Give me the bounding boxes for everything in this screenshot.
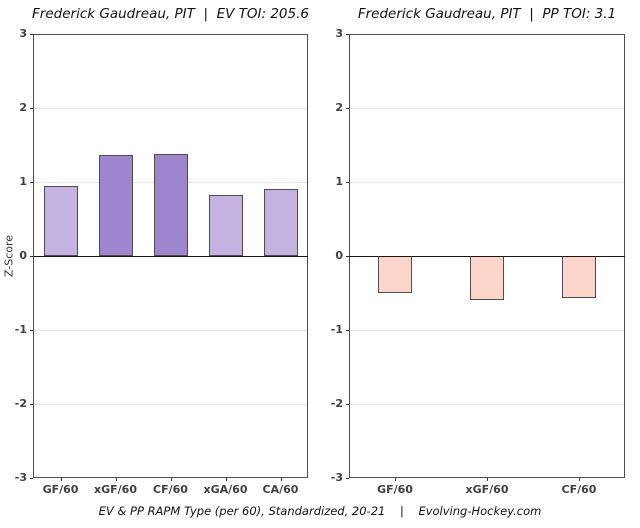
- y-tick-label: -3: [330, 471, 343, 484]
- x-tick-label-xgf-60: xGF/60: [465, 483, 509, 496]
- x-tick-label-cf-60: CF/60: [561, 483, 597, 496]
- y-tick-mark: [346, 34, 349, 35]
- bar-xgf-60: [98, 154, 133, 256]
- y-tick-label: -2: [14, 397, 27, 410]
- y-tick-mark: [346, 330, 349, 331]
- bar-xga-60: [208, 194, 243, 256]
- gridline-y-2: [350, 404, 624, 405]
- zero-line: [33, 256, 308, 257]
- figure-caption: EV & PP RAPM Type (per 60), Standardized…: [98, 504, 542, 518]
- x-tick-mark: [280, 478, 282, 481]
- x-tick-mark: [579, 478, 580, 481]
- x-tick-label-cf-60: CF/60: [153, 483, 188, 496]
- y-tick-mark: [30, 330, 33, 331]
- bar-cf-60: [562, 256, 596, 299]
- y-tick-mark: [30, 404, 33, 405]
- y-tick-mark: [346, 404, 349, 405]
- y-tick-mark: [30, 256, 33, 257]
- x-tick-label-gf-60: GF/60: [42, 483, 79, 496]
- y-tick-mark: [30, 108, 33, 109]
- y-tick-label: 2: [19, 101, 27, 114]
- gridline-y2: [350, 108, 624, 109]
- y-tick-label: -2: [330, 397, 343, 410]
- x-tick-mark: [487, 478, 488, 481]
- gridline-y-2: [34, 404, 307, 405]
- gridline-y-1: [34, 330, 307, 331]
- chart-title-pp: Frederick Gaudreau, PIT | PP TOI: 3.1: [357, 6, 617, 22]
- bar-cf-60: [153, 153, 188, 256]
- y-tick-label: 3: [19, 27, 27, 40]
- gridline-y1: [350, 182, 624, 183]
- y-tick-mark: [346, 478, 349, 479]
- y-tick-label: -1: [14, 323, 27, 336]
- y-tick-mark: [30, 478, 33, 479]
- x-tick-label-gf-60: GF/60: [377, 483, 413, 496]
- gridline-y2: [34, 108, 307, 109]
- x-tick-mark: [60, 478, 62, 481]
- chart-title-ev: Frederick Gaudreau, PIT | EV TOI: 205.6: [32, 6, 309, 22]
- bar-xgf-60: [470, 256, 504, 300]
- x-tick-mark: [225, 478, 227, 481]
- y-tick-label: -1: [330, 323, 343, 336]
- bar-gf-60: [43, 185, 78, 256]
- y-tick-label: 1: [19, 175, 27, 188]
- y-tick-label: 0: [19, 249, 27, 262]
- y-tick-mark: [346, 256, 349, 257]
- bar-ca-60: [263, 188, 298, 256]
- y-tick-mark: [30, 182, 33, 183]
- x-tick-label-ca-60: CA/60: [262, 483, 299, 496]
- zero-line: [349, 256, 625, 257]
- y-tick-mark: [346, 108, 349, 109]
- y-tick-label: 1: [335, 175, 343, 188]
- y-tick-mark: [346, 182, 349, 183]
- y-tick-label: 2: [335, 101, 343, 114]
- x-tick-mark: [115, 478, 117, 481]
- gridline-y-1: [350, 330, 624, 331]
- bar-gf-60: [378, 256, 412, 293]
- y-tick-label: 3: [335, 27, 343, 40]
- y-tick-mark: [30, 34, 33, 35]
- x-tick-mark: [395, 478, 396, 481]
- y-tick-label: -3: [14, 471, 27, 484]
- y-tick-label: 0: [335, 249, 343, 262]
- x-tick-label-xga-60: xGA/60: [203, 483, 248, 496]
- x-tick-mark: [170, 478, 172, 481]
- x-tick-label-xgf-60: xGF/60: [94, 483, 137, 496]
